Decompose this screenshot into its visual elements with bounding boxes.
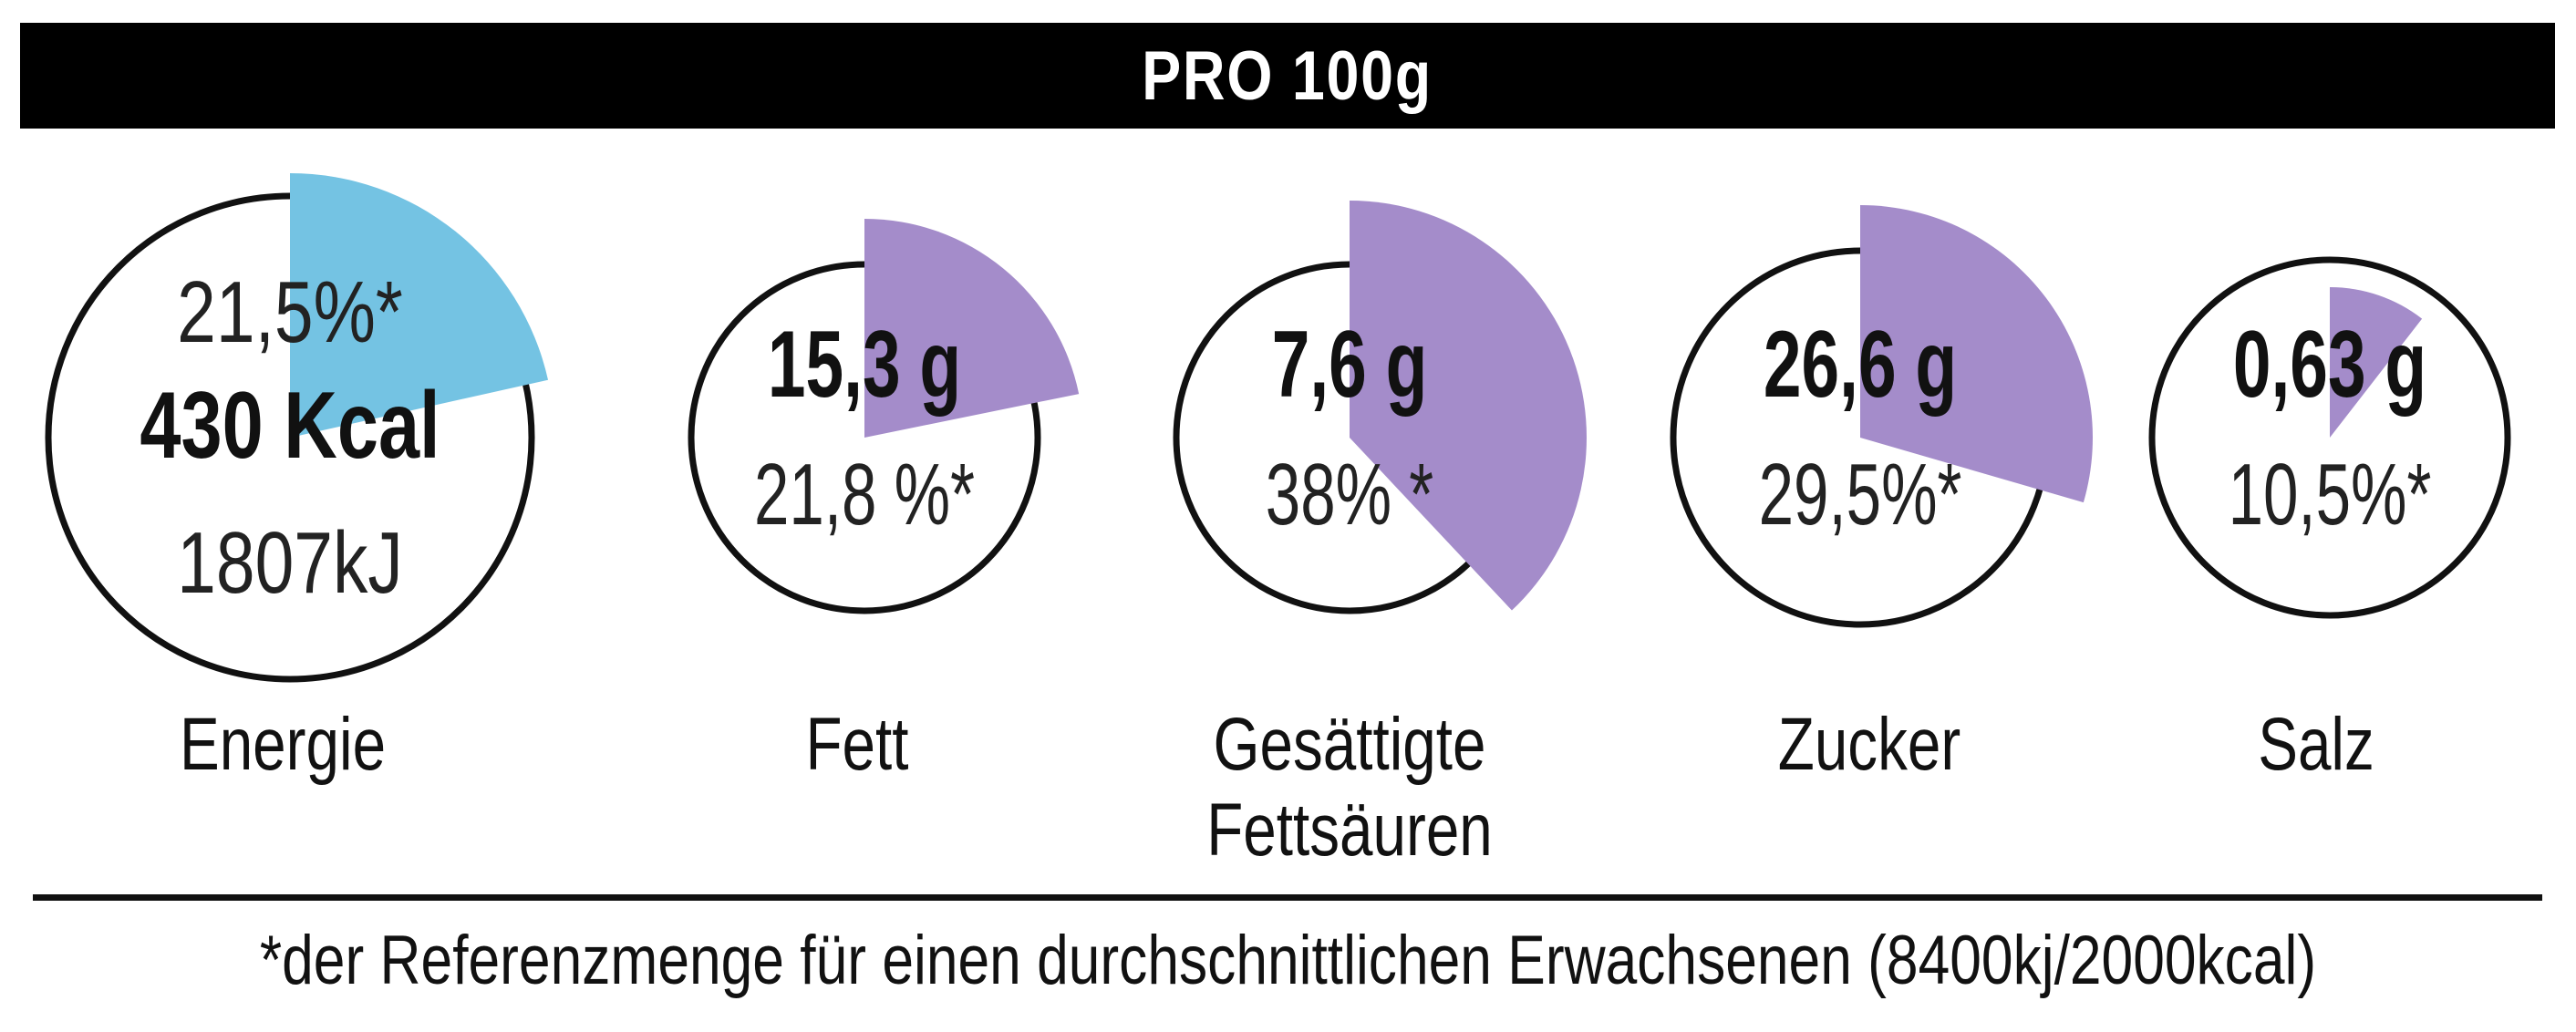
label-zucker-text: Zucker bbox=[1777, 703, 1961, 786]
wedge-fett bbox=[864, 219, 1080, 438]
percent-energie: 21,5%* bbox=[177, 263, 403, 361]
wedge-zucker bbox=[1860, 205, 2093, 503]
label-gesaettigte-line2: Fettsäuren bbox=[1206, 789, 1493, 872]
value-fett: 15,3 g bbox=[768, 312, 961, 418]
nutrition-pie-charts: 21,5%* 430 Kcal 1807kJ 15,3 g 21,8 %* 7,6 g 38… bbox=[45, 172, 2511, 683]
wedge-energie bbox=[290, 172, 549, 438]
value-energie: 430 Kcal bbox=[140, 372, 440, 478]
divider-line bbox=[33, 894, 2542, 901]
label-salz-text: Salz bbox=[2258, 703, 2374, 786]
percent-salz: 10,5%* bbox=[2229, 445, 2432, 543]
wedge-salz bbox=[2330, 287, 2423, 438]
label-gesaettigte-fettsaeuren: Gesättigte Fettsäuren bbox=[1196, 702, 1503, 873]
chart-salz: 0,63 g 10,5%* bbox=[2148, 256, 2511, 619]
label-salz: Salz bbox=[2199, 702, 2433, 788]
label-fett-text: Fett bbox=[805, 703, 909, 786]
percent-fett: 21,8 %* bbox=[754, 445, 975, 543]
value-zucker: 26,6 g bbox=[1764, 312, 1957, 418]
extra-energie: 1807kJ bbox=[177, 514, 403, 612]
label-gesaettigte-line1: Gesättigte bbox=[1213, 703, 1486, 786]
label-zucker: Zucker bbox=[1753, 702, 1986, 788]
header-bar: PRO 100g bbox=[20, 23, 2555, 129]
chart-gesaettigte-fettsaeuren: 7,6 g 38% * bbox=[1173, 201, 1587, 614]
value-gesaettigte-fettsaeuren: 7,6 g bbox=[1272, 312, 1428, 418]
percent-zucker: 29,5%* bbox=[1759, 445, 1962, 543]
chart-fett: 15,3 g 21,8 %* bbox=[688, 219, 1080, 614]
chart-energie: 21,5%* 430 Kcal 1807kJ bbox=[45, 172, 549, 683]
footnote: *der Referenzmenge für einen durchschnit… bbox=[259, 922, 2317, 999]
label-energie: Energie bbox=[129, 702, 436, 788]
value-salz: 0,63 g bbox=[2233, 312, 2426, 418]
label-fett: Fett bbox=[740, 702, 974, 788]
chart-zucker: 26,6 g 29,5%* bbox=[1670, 205, 2093, 628]
label-energie-text: Energie bbox=[179, 703, 387, 786]
header-title: PRO 100g bbox=[1142, 36, 1433, 115]
wedge-gesaettigte-fettsaeuren bbox=[1350, 201, 1587, 611]
percent-gesaettigte-fettsaeuren: 38% * bbox=[1266, 445, 1433, 543]
